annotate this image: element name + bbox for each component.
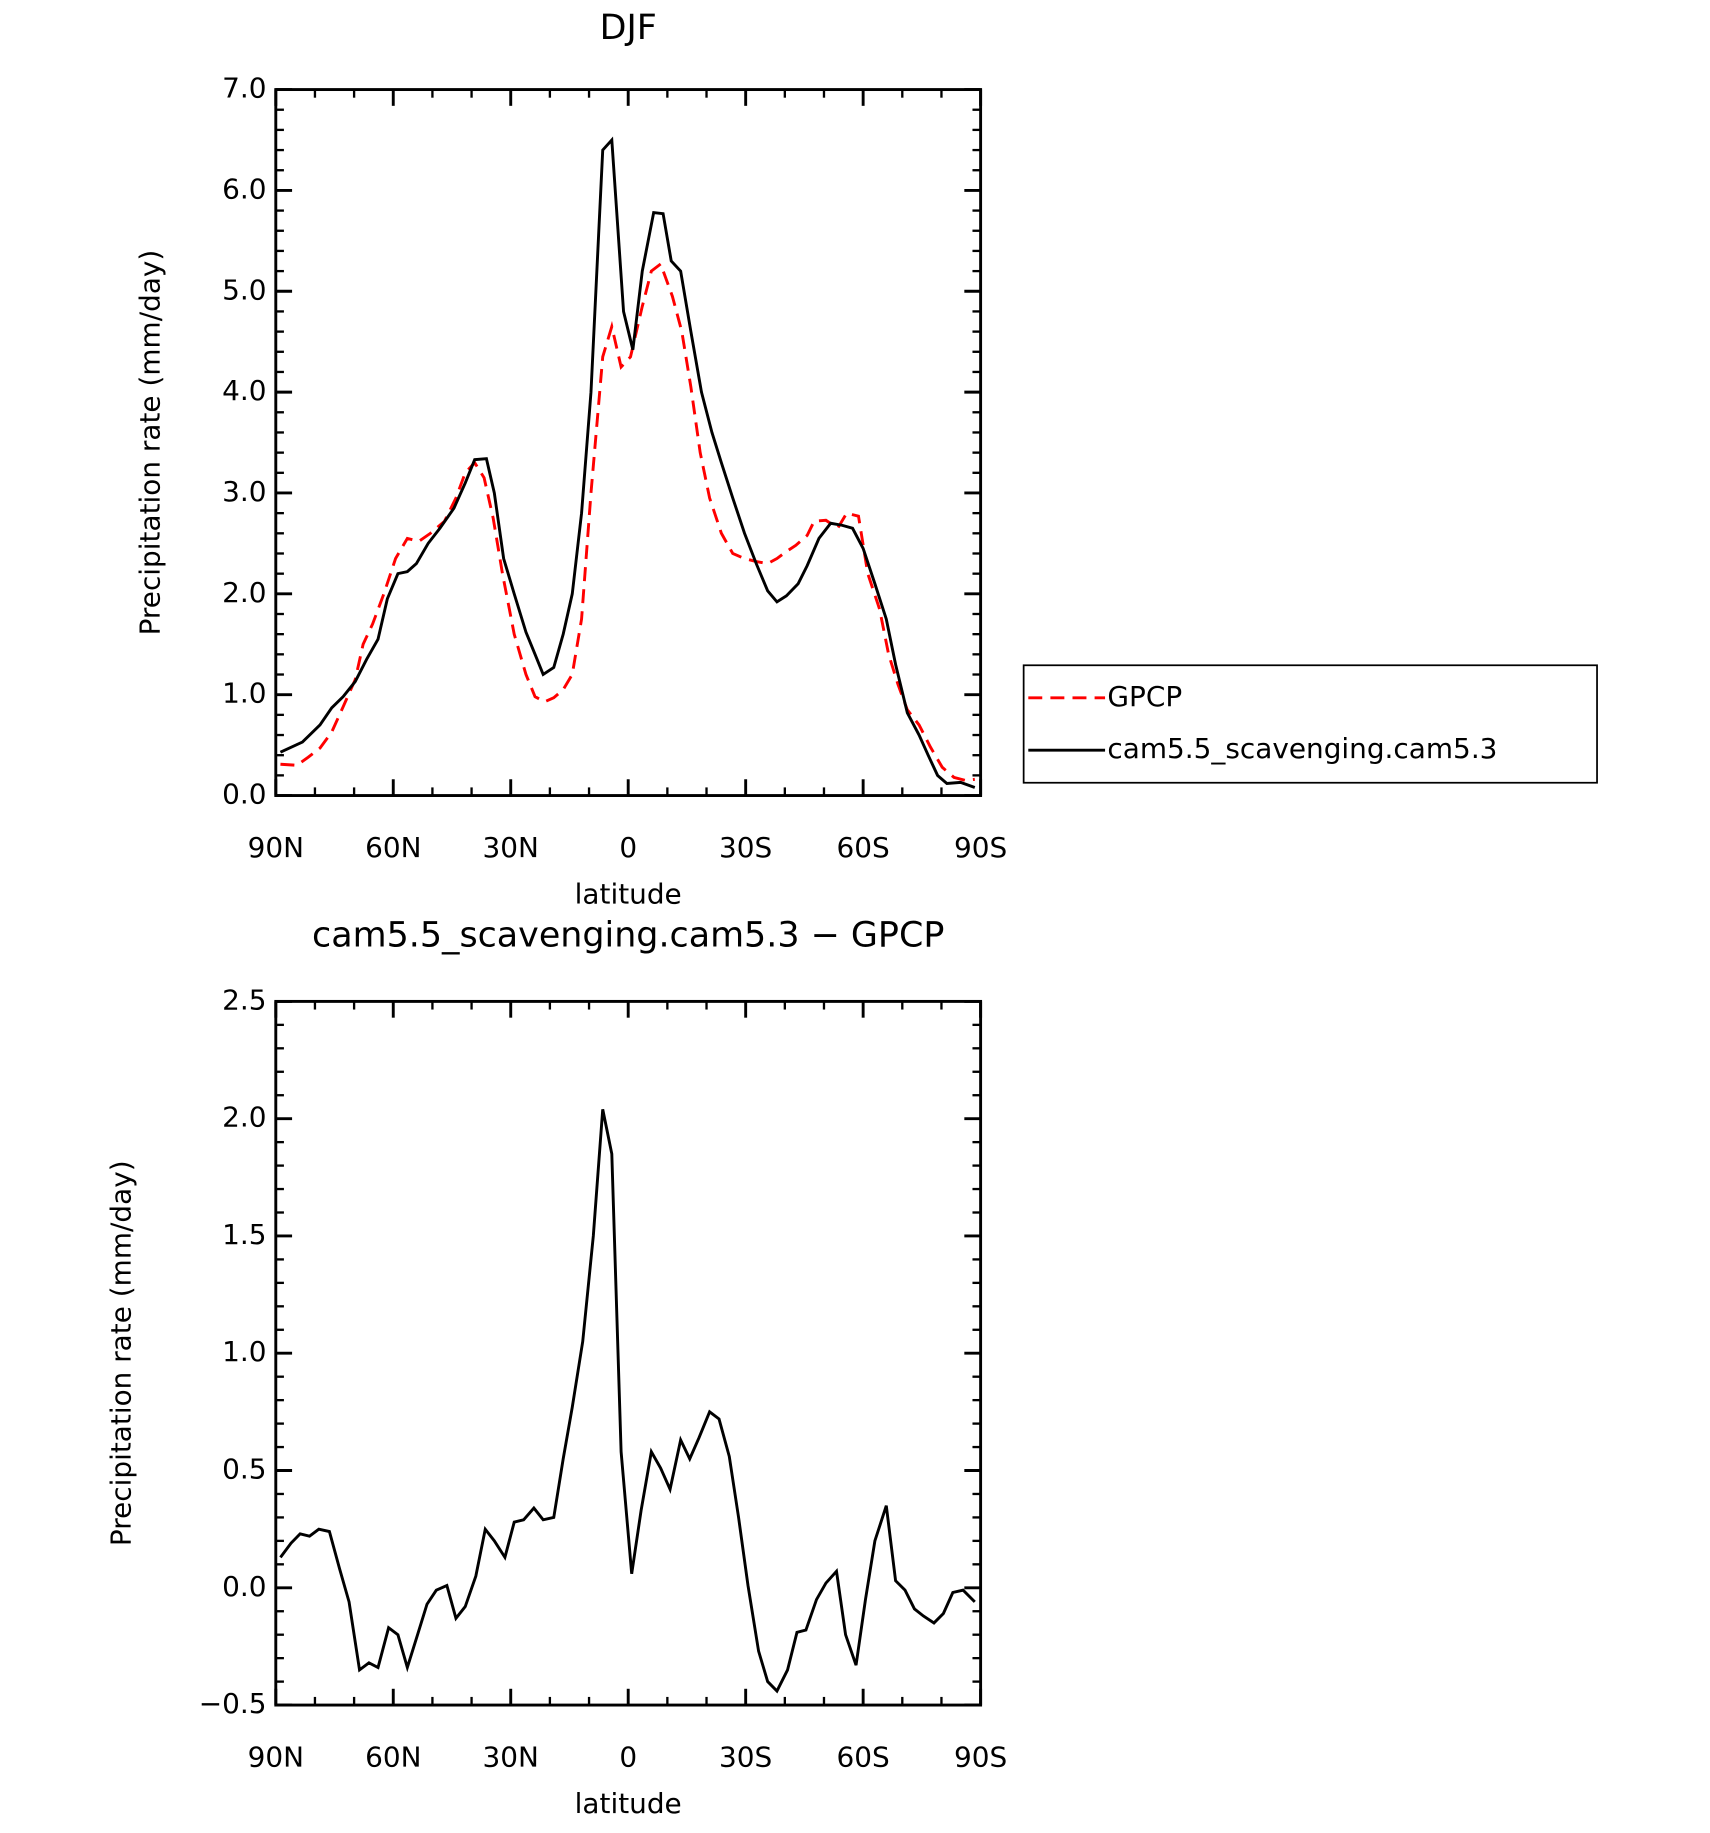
y-tick-label: 1.0: [222, 1335, 266, 1368]
x-tick-label: 30S: [719, 831, 772, 864]
y-tick-label: 0.0: [222, 778, 266, 811]
x-tick-label: 30N: [483, 831, 539, 864]
chart-title: DJF: [600, 8, 657, 48]
x-tick-label: 90N: [248, 1741, 304, 1774]
data-line: [280, 261, 975, 782]
data-line: [279, 1109, 976, 1694]
x-tick-label: 90S: [954, 1741, 1007, 1774]
x-axis-label: latitude: [575, 1787, 682, 1820]
legend-box: [1022, 664, 1598, 784]
data-line: [279, 136, 976, 789]
y-axis-label: Precipitation rate (mm/day): [133, 250, 166, 636]
x-tick-label: 60N: [365, 1741, 421, 1774]
y-tick-label: 2.0: [222, 576, 266, 609]
y-tick-label: 0.5: [222, 1453, 266, 1486]
plot-frame: [274, 88, 983, 797]
x-tick-label: 90S: [954, 831, 1007, 864]
y-tick-label: 6.0: [222, 172, 266, 205]
y-tick-label: −0.5: [199, 1687, 267, 1720]
y-axis-label: Precipitation rate (mm/day): [104, 1160, 137, 1546]
x-tick-label: 0: [619, 831, 637, 864]
y-tick-label: 2.0: [222, 1101, 266, 1134]
y-tick-label: 2.5: [222, 983, 266, 1016]
legend-label: cam5.5_scavenging.cam5.3: [1107, 732, 1497, 765]
plot-frame: [274, 999, 983, 1707]
y-tick-label: 1.0: [222, 677, 266, 710]
y-tick-label: 7.0: [222, 72, 266, 105]
x-tick-label: 60S: [837, 831, 890, 864]
y-tick-label: 0.0: [222, 1570, 266, 1603]
y-tick-label: 4.0: [222, 374, 266, 407]
x-axis-label: latitude: [575, 878, 682, 911]
legend-label: GPCP: [1107, 680, 1182, 713]
x-tick-label: 30S: [719, 1741, 772, 1774]
x-tick-label: 60N: [365, 831, 421, 864]
y-tick-label: 5.0: [222, 273, 266, 306]
chart-title: cam5.5_scavenging.cam5.3 − GPCP: [312, 915, 944, 955]
x-tick-label: 0: [619, 1741, 637, 1774]
y-tick-label: 3.0: [222, 475, 266, 508]
plot: 0.0 1.0 2.0 3.0 4.0 5.0 6.0 7.0 90N 60N 30N 0 30S 60S…: [133, 8, 1007, 910]
x-tick-label: 90N: [248, 831, 304, 864]
y-tick-label: 1.5: [222, 1218, 266, 1251]
plot: −0.5 0.0 0.5 1.0 1.5 2.0 2.5 90N 60N 30N 0 30S 60S 90…: [104, 915, 1007, 1820]
legend: GPCP cam5.5_scavenging.cam5.3: [1022, 664, 1598, 784]
x-tick-label: 60S: [837, 1741, 890, 1774]
x-tick-label: 30N: [483, 1741, 539, 1774]
